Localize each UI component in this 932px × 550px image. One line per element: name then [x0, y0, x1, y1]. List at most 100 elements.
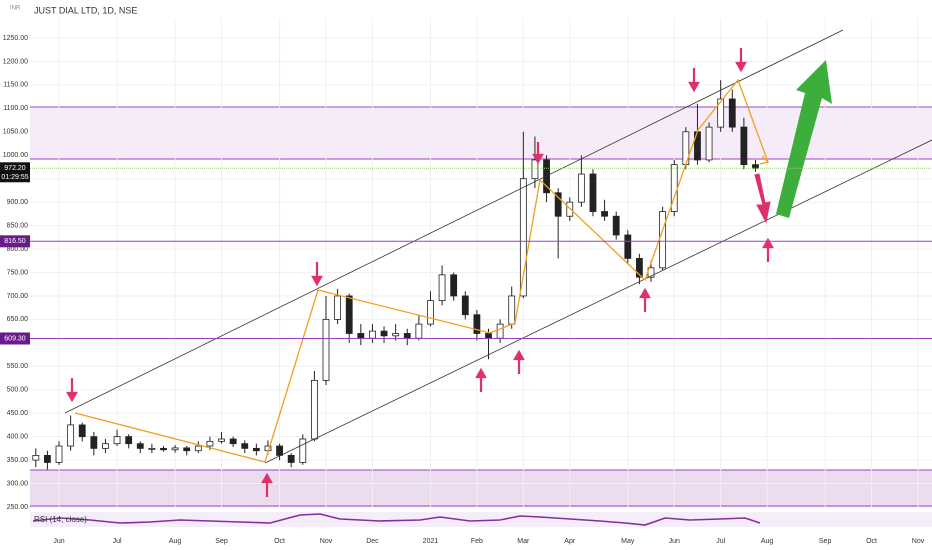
rsi-line — [32, 513, 761, 526]
y-tick-label: 1200.00 — [3, 58, 28, 65]
drawings — [64, 29, 932, 464]
zigzag-arrow — [759, 155, 770, 165]
price-label-bg — [0, 235, 30, 248]
candle-body — [345, 295, 353, 334]
grid — [30, 18, 932, 508]
x-tick-label: Aug — [169, 538, 182, 545]
candle-body — [194, 445, 202, 452]
rsi-label: RSI (14, close) — [34, 515, 87, 524]
candle-body — [369, 330, 376, 339]
candle-body — [380, 330, 388, 337]
candle-body — [752, 164, 759, 169]
candle-body — [636, 258, 643, 278]
rsi-band — [30, 512, 932, 527]
candle-body — [287, 455, 295, 463]
candle-body — [55, 445, 63, 463]
candle-body — [67, 424, 75, 447]
candle-body — [276, 445, 283, 456]
y-tick-label: 400.00 — [7, 433, 29, 440]
candle-body — [473, 314, 481, 334]
x-tick-label: Oct — [866, 538, 877, 545]
currency: INR — [10, 6, 21, 12]
y-tick-label: 650.00 — [7, 316, 29, 323]
candle-body — [322, 318, 330, 381]
candle-body — [717, 98, 725, 128]
y-tick-label: 450.00 — [7, 410, 29, 417]
candle-body — [299, 438, 307, 463]
x-tick-label: Aug — [761, 538, 774, 545]
x-tick-label: Feb — [471, 538, 483, 545]
candle-body — [334, 295, 342, 320]
chart-title: JUST DIAL LTD, 1D, NSE — [34, 5, 137, 15]
candle-body — [171, 447, 179, 451]
y-tick-label: 700.00 — [7, 293, 29, 300]
candle-body — [183, 447, 191, 452]
y-tick-label: 750.00 — [7, 269, 29, 276]
channel-lower — [264, 139, 932, 464]
candle-body — [705, 126, 713, 161]
x-tick-label: May — [621, 538, 635, 545]
candle-body — [357, 333, 365, 339]
last-price-label: 972.20 — [4, 165, 26, 172]
candle-body — [160, 447, 167, 451]
candle-body — [624, 234, 632, 259]
y-tick-label: 350.00 — [7, 457, 29, 464]
x-tick-label: Apr — [564, 538, 576, 545]
support-zone — [30, 470, 932, 506]
arrows — [66, 48, 774, 497]
candle-body — [601, 211, 608, 217]
candle-body — [612, 215, 620, 236]
candle-body — [392, 333, 400, 337]
x-tick-label: Sep — [215, 538, 228, 545]
y-tick-label: 300.00 — [7, 480, 29, 487]
candle-body — [450, 274, 458, 297]
candle-body — [577, 173, 585, 203]
candle-body — [125, 436, 133, 445]
candle-body — [508, 295, 516, 325]
x-tick-label: Jul — [716, 538, 725, 545]
x-tick-label: Sep — [819, 538, 832, 545]
candle-body — [496, 323, 504, 339]
candle-body — [136, 443, 144, 449]
x-tick-label: Jun — [53, 538, 64, 545]
y-tick-label: 1000.00 — [3, 152, 28, 159]
candle-body — [461, 295, 469, 316]
candle-body — [427, 300, 434, 325]
y-tick-label: 900.00 — [7, 199, 29, 206]
candle-body — [403, 333, 411, 339]
candle-body — [78, 424, 86, 438]
candle-body — [218, 438, 225, 442]
candle-body — [554, 192, 562, 217]
y-tick-label: 250.00 — [7, 504, 29, 511]
x-tick-label: Mar — [517, 538, 530, 545]
x-tick-label: 2021 — [423, 538, 439, 545]
candle-body — [438, 274, 446, 302]
y-tick-label: 850.00 — [7, 222, 29, 229]
candle-body — [102, 443, 109, 449]
candle-body — [32, 455, 40, 461]
candle-body — [241, 443, 249, 449]
candle-body — [728, 98, 736, 128]
x-tick-label: Oct — [274, 538, 285, 545]
candle-body — [90, 436, 98, 449]
candle-body — [589, 173, 597, 212]
x-tick-label: Jul — [113, 538, 122, 545]
candle-body — [310, 379, 318, 440]
price-label: 609.30 — [4, 335, 26, 342]
x-tick-label: Dec — [366, 538, 379, 545]
candle-body — [148, 447, 156, 450]
y-tick-label: 1050.00 — [3, 129, 28, 136]
countdown: 01:29:55 — [1, 174, 28, 181]
y-tick-label: 500.00 — [7, 387, 29, 394]
candle-body — [252, 447, 260, 452]
candle-body — [519, 178, 527, 297]
y-tick-label: 1100.00 — [3, 105, 28, 112]
y-tick-label: 1150.00 — [3, 82, 28, 89]
y-tick-label: 1250.00 — [3, 35, 28, 42]
x-tick-label: Jun — [669, 538, 680, 545]
candle-body — [44, 455, 51, 463]
resistance-zone — [30, 107, 932, 159]
candle-body — [206, 440, 214, 447]
candle-body — [659, 211, 667, 269]
